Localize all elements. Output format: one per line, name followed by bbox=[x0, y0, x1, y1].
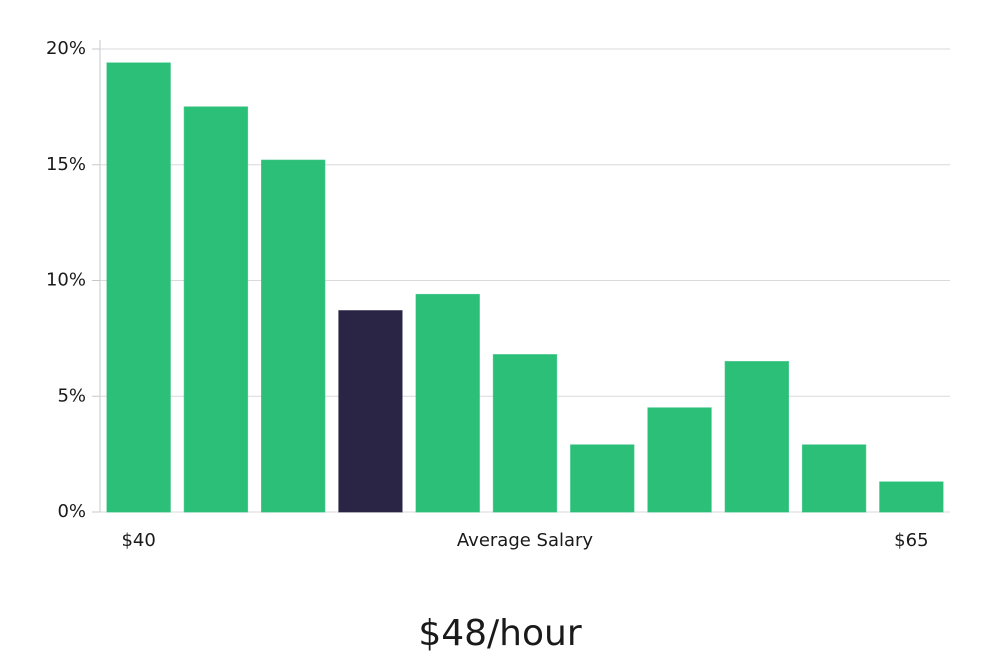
bar bbox=[492, 354, 558, 513]
y-tick-label: 15% bbox=[46, 154, 86, 175]
bar bbox=[338, 310, 403, 513]
bar bbox=[801, 444, 867, 513]
bar bbox=[724, 361, 789, 513]
bar bbox=[183, 106, 249, 513]
x-axis-label: Average Salary bbox=[457, 530, 594, 551]
y-tick-label: 0% bbox=[57, 501, 86, 522]
caption: $48/hour bbox=[418, 613, 582, 654]
y-tick-label: 10% bbox=[46, 270, 86, 291]
bar bbox=[647, 407, 712, 513]
x-tick-label: $65 bbox=[894, 530, 928, 551]
y-tick-label: 5% bbox=[57, 385, 86, 406]
bar bbox=[415, 293, 480, 513]
y-tick-label: 20% bbox=[46, 38, 86, 59]
bar bbox=[570, 444, 635, 513]
bar bbox=[261, 159, 326, 513]
bar bbox=[879, 481, 944, 513]
x-tick-label: $40 bbox=[121, 530, 155, 551]
bar bbox=[106, 62, 171, 513]
